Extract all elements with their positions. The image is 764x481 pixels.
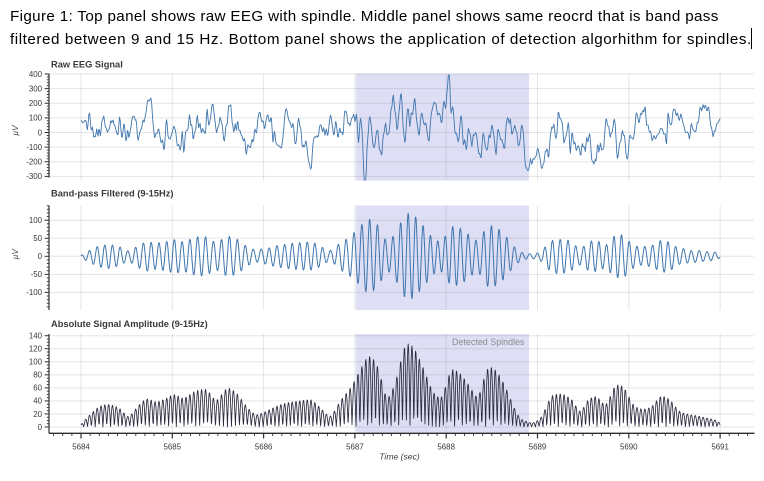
svg-text:-100: -100 [26, 143, 42, 152]
svg-text:-100: -100 [26, 288, 42, 297]
svg-text:200: 200 [29, 99, 43, 108]
svg-text:100: 100 [29, 216, 43, 225]
svg-text:µV: µV [11, 124, 20, 136]
svg-text:-200: -200 [26, 158, 42, 167]
svg-text:Band-pass Filtered (9-15Hz): Band-pass Filtered (9-15Hz) [51, 189, 173, 199]
svg-text:100: 100 [29, 114, 43, 123]
svg-text:5684: 5684 [72, 443, 90, 452]
svg-text:5691: 5691 [711, 443, 729, 452]
svg-text:0: 0 [38, 128, 43, 137]
svg-text:-50: -50 [31, 270, 43, 279]
svg-text:5688: 5688 [437, 443, 455, 452]
svg-text:5685: 5685 [164, 443, 182, 452]
svg-text:140: 140 [29, 332, 43, 341]
svg-text:400: 400 [29, 70, 43, 79]
svg-text:5687: 5687 [346, 443, 364, 452]
svg-text:120: 120 [29, 345, 43, 354]
svg-text:50: 50 [33, 234, 42, 243]
svg-text:100: 100 [29, 358, 43, 367]
svg-text:5686: 5686 [255, 443, 273, 452]
svg-text:20: 20 [33, 410, 42, 419]
svg-text:-300: -300 [26, 172, 42, 181]
svg-text:0: 0 [38, 423, 43, 432]
svg-text:5689: 5689 [529, 443, 547, 452]
svg-text:40: 40 [33, 397, 42, 406]
svg-text:5690: 5690 [620, 443, 638, 452]
svg-text:0: 0 [38, 252, 43, 261]
svg-text:µV: µV [11, 248, 20, 260]
svg-text:Time (sec): Time (sec) [379, 452, 420, 462]
svg-text:80: 80 [33, 371, 42, 380]
svg-text:300: 300 [29, 84, 43, 93]
svg-text:60: 60 [33, 384, 42, 393]
svg-text:Detected Spindles: Detected Spindles [452, 337, 525, 348]
svg-text:Raw EEG Signal: Raw EEG Signal [51, 59, 123, 69]
svg-text:Absolute Signal Amplitude (9-1: Absolute Signal Amplitude (9-15Hz) [51, 319, 208, 329]
